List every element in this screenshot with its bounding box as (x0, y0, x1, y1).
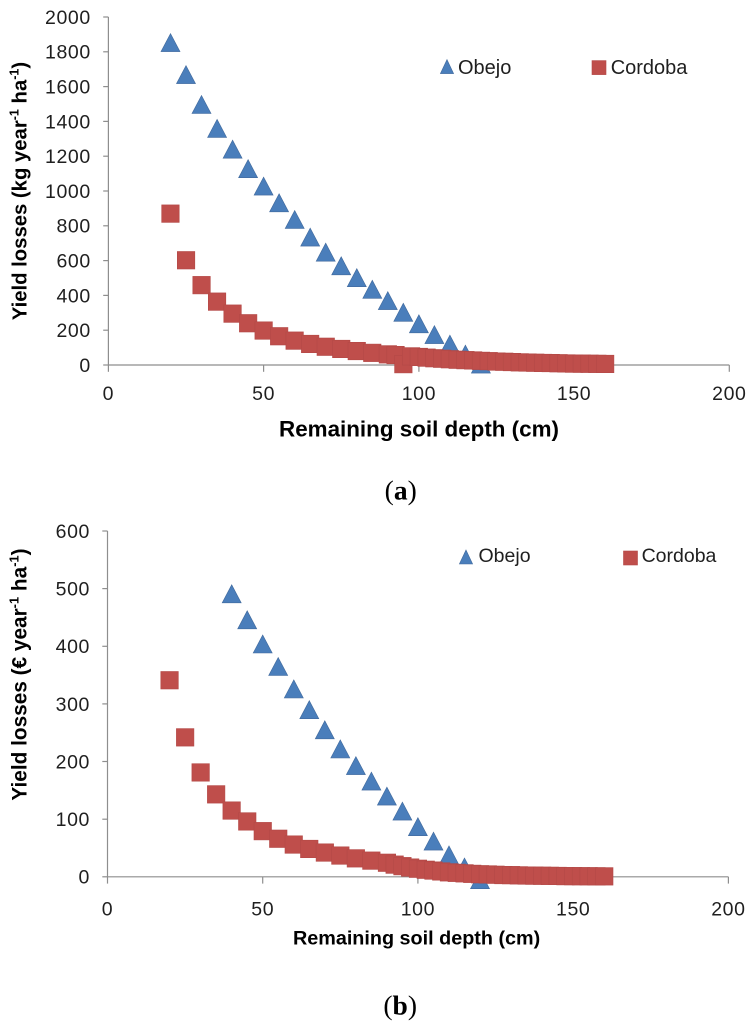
svg-text:0: 0 (103, 383, 114, 405)
svg-text:200: 200 (712, 383, 746, 405)
svg-text:100: 100 (402, 383, 436, 405)
svg-text:50: 50 (251, 898, 274, 920)
svg-text:Cordoba: Cordoba (611, 57, 689, 79)
svg-text:0: 0 (79, 867, 90, 889)
svg-text:400: 400 (56, 636, 90, 658)
svg-text:Cordoba: Cordoba (642, 545, 717, 567)
svg-text:1200: 1200 (45, 146, 91, 168)
svg-text:200: 200 (56, 752, 90, 774)
svg-text:Obejo: Obejo (458, 57, 511, 79)
svg-text:(b): (b) (383, 990, 417, 1021)
svg-text:400: 400 (56, 285, 90, 307)
svg-text:Obejo: Obejo (479, 545, 531, 567)
svg-text:1600: 1600 (45, 77, 91, 99)
svg-text:800: 800 (56, 216, 90, 238)
svg-text:200: 200 (711, 898, 745, 920)
svg-text:0: 0 (102, 898, 113, 920)
svg-text:50: 50 (252, 383, 275, 405)
svg-text:0: 0 (79, 355, 90, 377)
svg-text:100: 100 (56, 809, 90, 831)
svg-text:1800: 1800 (45, 42, 91, 64)
svg-text:Remaining soil depth (cm): Remaining soil depth (cm) (293, 928, 540, 950)
svg-text:600: 600 (56, 521, 90, 543)
svg-text:Yield losses (€ year-1 ha-1): Yield losses (€ year-1 ha-1) (6, 548, 31, 800)
svg-text:150: 150 (557, 383, 591, 405)
svg-text:500: 500 (56, 579, 90, 601)
svg-text:150: 150 (556, 898, 590, 920)
svg-text:(a): (a) (385, 475, 417, 506)
svg-text:1400: 1400 (45, 111, 91, 133)
svg-text:200: 200 (56, 320, 90, 342)
svg-text:600: 600 (56, 251, 90, 273)
svg-text:100: 100 (401, 898, 435, 920)
svg-text:Remaining soil depth (cm): Remaining soil depth (cm) (279, 417, 559, 442)
svg-text:Yield losses (kg year-1 ha-1): Yield losses (kg year-1 ha-1) (8, 62, 32, 320)
svg-text:1000: 1000 (45, 181, 91, 203)
svg-text:2000: 2000 (45, 7, 91, 29)
svg-text:300: 300 (56, 694, 90, 716)
